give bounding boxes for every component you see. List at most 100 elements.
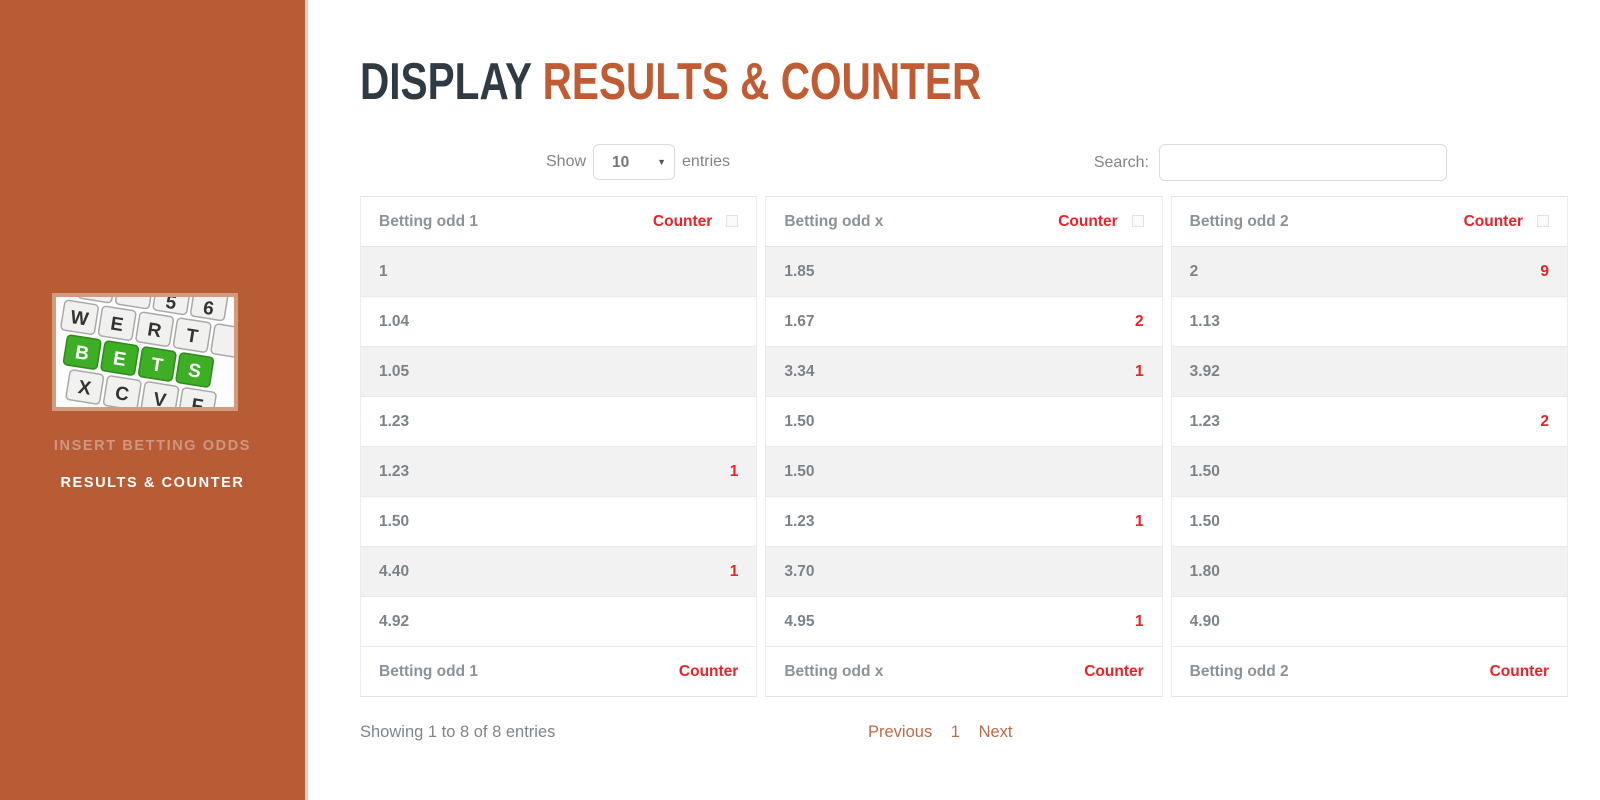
sidebar-item-insert-betting-odds[interactable]: INSERT BETTING ODDS [53,438,252,454]
table-row: 1 [359,246,758,297]
show-label: Show [546,153,587,170]
entries-label: entries [682,153,731,170]
table-row: 4.40 1 [359,546,758,597]
pagination-current-page[interactable]: 1 [950,723,960,741]
page-title-accent: RESULTS & COUNTER [542,53,982,111]
column-header-counter[interactable]: Counter [1369,196,1568,247]
pagination-previous-button[interactable]: Previous [868,723,933,741]
odd-value-cell: 1.23 [1170,396,1370,447]
odd-value-cell: 1.50 [1170,496,1370,547]
sort-icon[interactable] [726,214,739,227]
page-length-select[interactable]: 10 [593,144,676,180]
counter-header-label: Counter [1084,662,1144,680]
odd-value-cell: 3.34 [765,346,964,397]
svg-text:B: B [74,342,91,365]
svg-text:T: T [185,325,200,348]
table-row: 1.05 [359,346,758,397]
bets-keyboard-image: 5 6 W E R T [52,293,238,411]
counter-value-cell: 1 [963,496,1163,547]
odd-value-cell: 1.04 [359,296,559,347]
header-row: Betting odd x Counter [765,196,1163,247]
sort-icon[interactable] [1131,214,1144,227]
column-header-odd[interactable]: Betting odd x [765,646,964,697]
datatable-footer: Showing 1 to 8 of 8 entries Previous 1 N… [360,721,1568,751]
odd-value-cell: 4.92 [359,596,559,647]
odd-value-cell: 4.95 [765,596,964,647]
odd-value-cell: 1.50 [1170,446,1370,497]
table-row: 4.90 [1170,596,1568,647]
table-group-2: Betting odd x Counter 1.85 1.67 2 3.34 1 1.50 1.… [765,196,1163,697]
counter-value-cell: 9 [1369,246,1568,297]
table-row: 1.85 [765,246,1163,297]
table-row: 1.50 [765,446,1163,497]
odd-value-cell: 1.23 [359,396,559,447]
search-input[interactable] [1159,144,1447,181]
sort-icon[interactable] [1536,214,1549,227]
odd-value-cell: 4.40 [359,546,559,597]
search-control: Search: [1094,144,1447,181]
svg-text:F: F [190,395,205,407]
counter-value-cell [1369,546,1568,597]
column-header-counter[interactable]: Counter [1369,646,1568,697]
counter-header-label: Counter [1058,212,1118,230]
column-header-counter[interactable]: Counter [558,196,758,247]
odd-value-cell: 3.92 [1170,346,1370,397]
odd-value-cell: 1.23 [359,446,559,497]
counter-value-cell [558,396,758,447]
svg-text:E: E [109,313,125,336]
counter-value-cell [963,246,1163,297]
page-length-control: Show 10 ▼ entries [546,144,730,180]
table-info: Showing 1 to 8 of 8 entries [360,723,556,741]
sidebar-item-results-counter[interactable]: RESULTS & COUNTER [60,475,245,491]
table-row: 1.50 [765,396,1163,447]
header-row: Betting odd 2 Counter [1170,196,1568,247]
column-header-odd[interactable]: Betting odd x [765,196,964,247]
svg-text:X: X [77,377,93,400]
page-title: DISPLAY RESULTS & COUNTER [360,52,1327,112]
svg-text:T: T [150,354,165,377]
svg-text:6: 6 [202,298,216,320]
counter-header-label: Counter [1489,662,1549,680]
table-row: 1.50 [1170,446,1568,497]
counter-value-cell: 1 [963,346,1163,397]
column-header-counter[interactable]: Counter [558,646,758,697]
table-group-3: Betting odd 2 Counter 2 9 1.13 3.92 1.23 2 1.50 1… [1170,196,1568,697]
odd-value-cell: 1.50 [765,396,964,447]
counter-value-cell: 2 [963,296,1163,347]
svg-text:C: C [114,383,131,406]
sidebar: 5 6 W E R T [0,0,308,800]
counter-value-cell [558,246,758,297]
table-row: 3.92 [1170,346,1568,397]
column-header-odd[interactable]: Betting odd 2 [1170,646,1370,697]
table-group-1: Betting odd 1 Counter 1 1.04 1.05 1.23 1.23 1 1.… [359,196,758,697]
pagination: Previous 1 Next [868,723,1013,742]
counter-value-cell [558,596,758,647]
odd-value-cell: 4.90 [1170,596,1370,647]
counter-value-cell [1369,446,1568,497]
column-header-odd[interactable]: Betting odd 2 [1170,196,1370,247]
odd-value-cell: 1 [359,246,559,297]
keyboard-illustration: 5 6 W E R T [56,297,234,407]
table-row: 1.50 [1170,496,1568,547]
table-row: 1.23 [359,396,758,447]
group-table-3: Betting odd 2 Counter 2 9 1.13 3.92 1.23 2 1.50 1… [1170,196,1568,697]
column-header-counter[interactable]: Counter [963,646,1163,697]
table-row: 1.50 [359,496,758,547]
odd-value-cell: 3.70 [765,546,964,597]
column-header-odd[interactable]: Betting odd 1 [359,646,559,697]
table-row: 1.23 1 [765,496,1163,547]
table-row: 1.13 [1170,296,1568,347]
page-title-primary: DISPLAY [360,53,532,111]
table-row: 4.92 [359,596,758,647]
table-row: 1.04 [359,296,758,347]
header-row: Betting odd 1 Counter [359,196,758,247]
column-header-odd[interactable]: Betting odd 1 [359,196,559,247]
column-header-counter[interactable]: Counter [963,196,1163,247]
counter-value-cell [558,496,758,547]
datatable-controls: Show 10 ▼ entries Search: [360,130,1568,196]
counter-value-cell: 1 [558,546,758,597]
counter-value-cell [1369,346,1568,397]
table-row: 1.23 2 [1170,396,1568,447]
pagination-next-button[interactable]: Next [978,723,1013,741]
